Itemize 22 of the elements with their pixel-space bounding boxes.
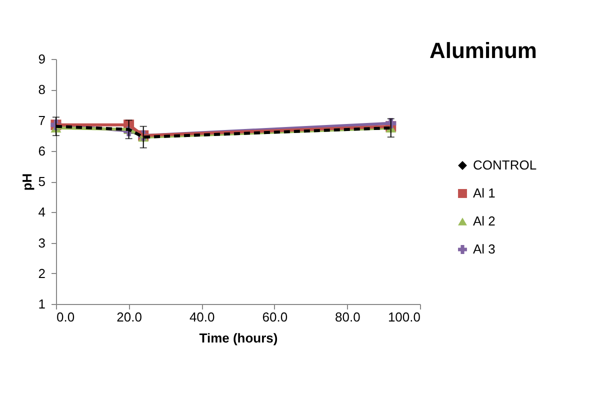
y-tick-label: 8 bbox=[38, 82, 46, 98]
x-tick-label: 80.0 bbox=[335, 310, 360, 324]
x-tick-label: 100.0 bbox=[388, 310, 420, 324]
y-tick-label: 9 bbox=[38, 52, 46, 66]
legend-label: Al 3 bbox=[473, 242, 496, 256]
x-tick-label: 0.0 bbox=[56, 310, 75, 324]
text: Aluminum bbox=[429, 38, 537, 63]
y-tick-label: 2 bbox=[38, 266, 46, 281]
x-tick-label: 60.0 bbox=[262, 310, 288, 324]
y-tick-label: 4 bbox=[38, 204, 46, 220]
x-tick-label: 40.0 bbox=[189, 310, 215, 324]
legend-label: Al 2 bbox=[473, 214, 496, 228]
y-tick-label: 7 bbox=[38, 112, 46, 128]
y-tick-label: 5 bbox=[38, 174, 46, 189]
y-axis-title: pH bbox=[19, 173, 34, 191]
legend-label: Al 1 bbox=[473, 186, 496, 200]
y-tick-label: 1 bbox=[38, 296, 46, 312]
x-axis-title: Time (hours) bbox=[199, 330, 278, 346]
y-tick-label: 6 bbox=[38, 143, 46, 158]
x-tick-label: 20.0 bbox=[116, 310, 142, 324]
y-tick-label: 3 bbox=[38, 235, 46, 250]
legend-label: CONTROL bbox=[473, 158, 537, 172]
